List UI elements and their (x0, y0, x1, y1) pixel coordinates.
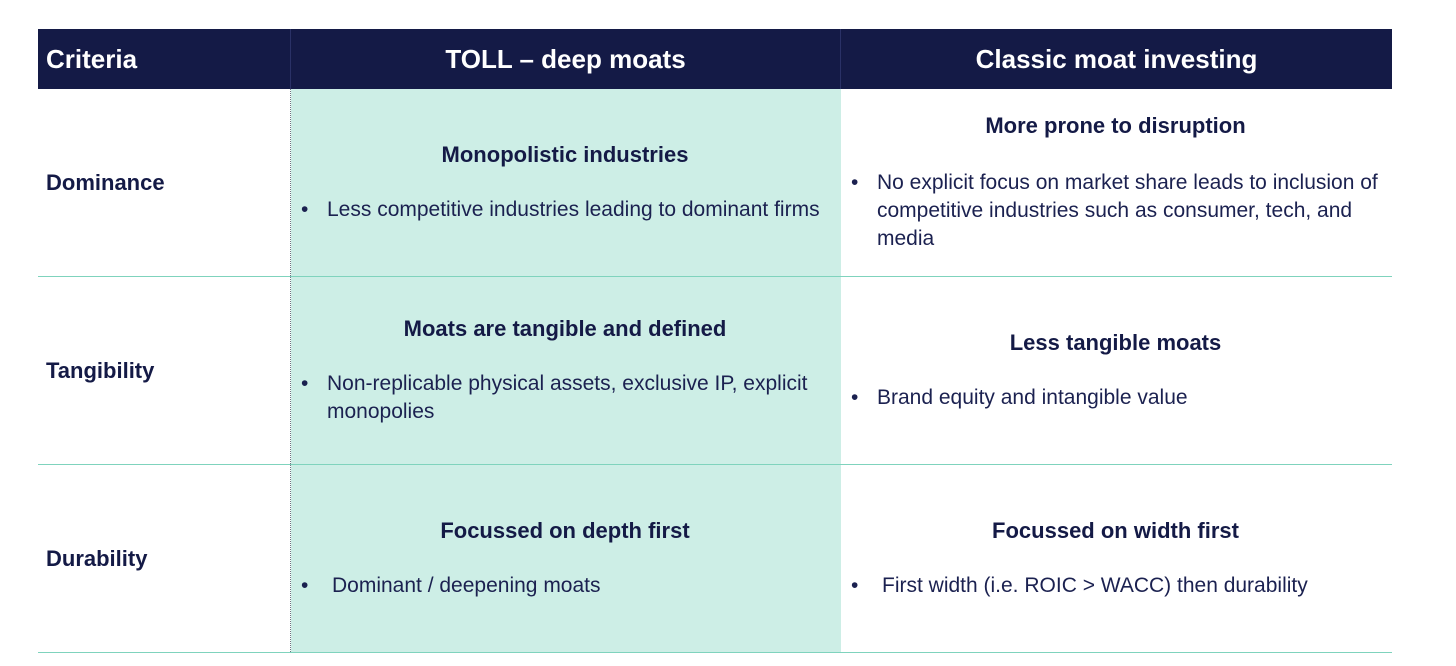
classic-cell: Focussed on width first • First width (i… (841, 465, 1392, 652)
classic-heading: Focussed on width first (992, 517, 1239, 543)
classic-bullet-text: Brand equity and intangible value (877, 385, 1188, 409)
classic-cell: Less tangible moats • Brand equity and i… (841, 277, 1392, 464)
toll-bullet: • Dominant / deepening moats (301, 572, 829, 600)
toll-bullet-text: Less competitive industries leading to d… (327, 197, 820, 221)
table-row-dominance: Dominance Monopolistic industries • Less… (38, 89, 1392, 277)
classic-heading: More prone to disruption (985, 112, 1246, 138)
criteria-label: Durability (38, 465, 291, 652)
header-toll: TOLL – deep moats (291, 29, 841, 89)
toll-heading: Monopolistic industries (441, 141, 689, 167)
bullet-icon: • (301, 371, 309, 395)
classic-bullet-text: No explicit focus on market share leads … (877, 170, 1378, 250)
classic-cell: More prone to disruption • No explicit f… (841, 89, 1392, 276)
toll-bullet-text: Dominant / deepening moats (332, 573, 601, 597)
header-criteria: Criteria (38, 29, 291, 89)
toll-bullet: • Non-replicable physical assets, exclus… (301, 370, 829, 426)
toll-bullet-text: Non-replicable physical assets, exclusiv… (327, 371, 808, 423)
toll-bullet: • Less competitive industries leading to… (301, 196, 829, 224)
classic-heading: Less tangible moats (1009, 329, 1222, 355)
bullet-icon: • (851, 385, 859, 409)
classic-bullet: • First width (i.e. ROIC > WACC) then du… (851, 572, 1380, 600)
header-classic: Classic moat investing (975, 43, 1258, 74)
bullet-icon: • (301, 197, 309, 221)
toll-cell: Focussed on depth first • Dominant / dee… (291, 465, 841, 652)
toll-heading: Focussed on depth first (440, 517, 690, 543)
toll-cell: Monopolistic industries • Less competiti… (291, 89, 841, 276)
comparison-table: Criteria TOLL – deep moats Classic moat … (38, 29, 1392, 653)
toll-cell: Moats are tangible and defined • Non-rep… (291, 277, 841, 464)
toll-heading: Moats are tangible and defined (403, 315, 727, 341)
classic-bullet: • Brand equity and intangible value (851, 384, 1380, 412)
bullet-icon: • (851, 573, 859, 597)
classic-bullet: • No explicit focus on market share lead… (851, 169, 1380, 253)
table-header: Criteria TOLL – deep moats Classic moat … (38, 29, 1392, 89)
table-row-tangibility: Tangibility Moats are tangible and defin… (38, 277, 1392, 465)
criteria-label: Dominance (38, 89, 291, 276)
classic-bullet-text: First width (i.e. ROIC > WACC) then dura… (882, 573, 1308, 597)
bullet-icon: • (301, 573, 309, 597)
table-row-durability: Durability Focussed on depth first • Dom… (38, 465, 1392, 653)
bullet-icon: • (851, 170, 859, 194)
criteria-label: Tangibility (38, 277, 291, 464)
